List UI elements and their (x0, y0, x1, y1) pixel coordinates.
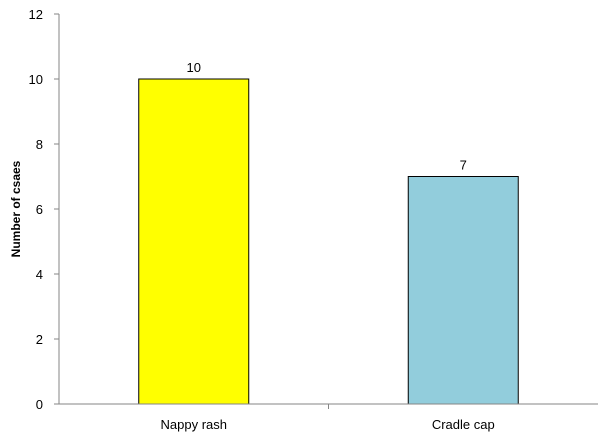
y-tick-label: 2 (36, 332, 43, 347)
bar-nappy-rash (138, 78, 250, 405)
x-category-label: Nappy rash (161, 417, 227, 432)
y-tick-label: 4 (36, 267, 43, 282)
bars: 10 7 (138, 60, 519, 405)
y-tick-label: 10 (29, 72, 43, 87)
y-axis-title: Number of csaes (9, 160, 23, 257)
x-axis-ticks: Nappy rash Cradle cap (161, 404, 495, 432)
y-tick-label: 0 (36, 397, 43, 412)
x-category-label: Cradle cap (432, 417, 495, 432)
data-label: 7 (460, 158, 467, 173)
y-axis-ticks: 0 2 4 6 8 10 12 (29, 7, 59, 412)
y-tick-label: 8 (36, 137, 43, 152)
data-label: 10 (187, 60, 201, 75)
bar-cradle-cap (407, 176, 519, 405)
y-tick-label: 6 (36, 202, 43, 217)
y-tick-label: 12 (29, 7, 43, 22)
